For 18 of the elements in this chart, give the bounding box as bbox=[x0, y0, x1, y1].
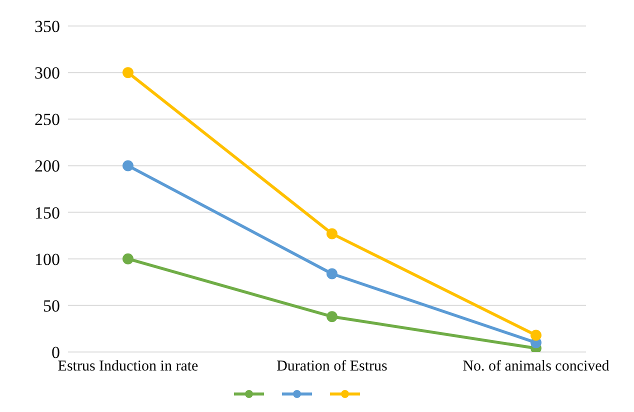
point bbox=[122, 160, 134, 172]
x-tick-label: Duration of Estrus bbox=[276, 358, 388, 375]
y-tick-label: 150 bbox=[34, 203, 60, 222]
x-tick-label: Estrus Induction in rate bbox=[58, 358, 199, 375]
y-tick-label: 300 bbox=[34, 64, 60, 83]
point bbox=[122, 67, 134, 78]
y-tick-label: 100 bbox=[34, 250, 60, 269]
point bbox=[122, 253, 134, 264]
y-tick-label: 250 bbox=[34, 110, 60, 130]
point bbox=[326, 228, 338, 240]
point bbox=[326, 311, 338, 322]
x-tick-label: No. of animals concived bbox=[462, 358, 610, 375]
y-tick-label: 350 bbox=[34, 17, 60, 36]
point bbox=[530, 330, 542, 341]
y-tick-label: 200 bbox=[34, 156, 60, 176]
point bbox=[326, 268, 338, 280]
y-tick-label: 50 bbox=[43, 296, 60, 316]
y-tick-label: 0 bbox=[52, 343, 60, 362]
